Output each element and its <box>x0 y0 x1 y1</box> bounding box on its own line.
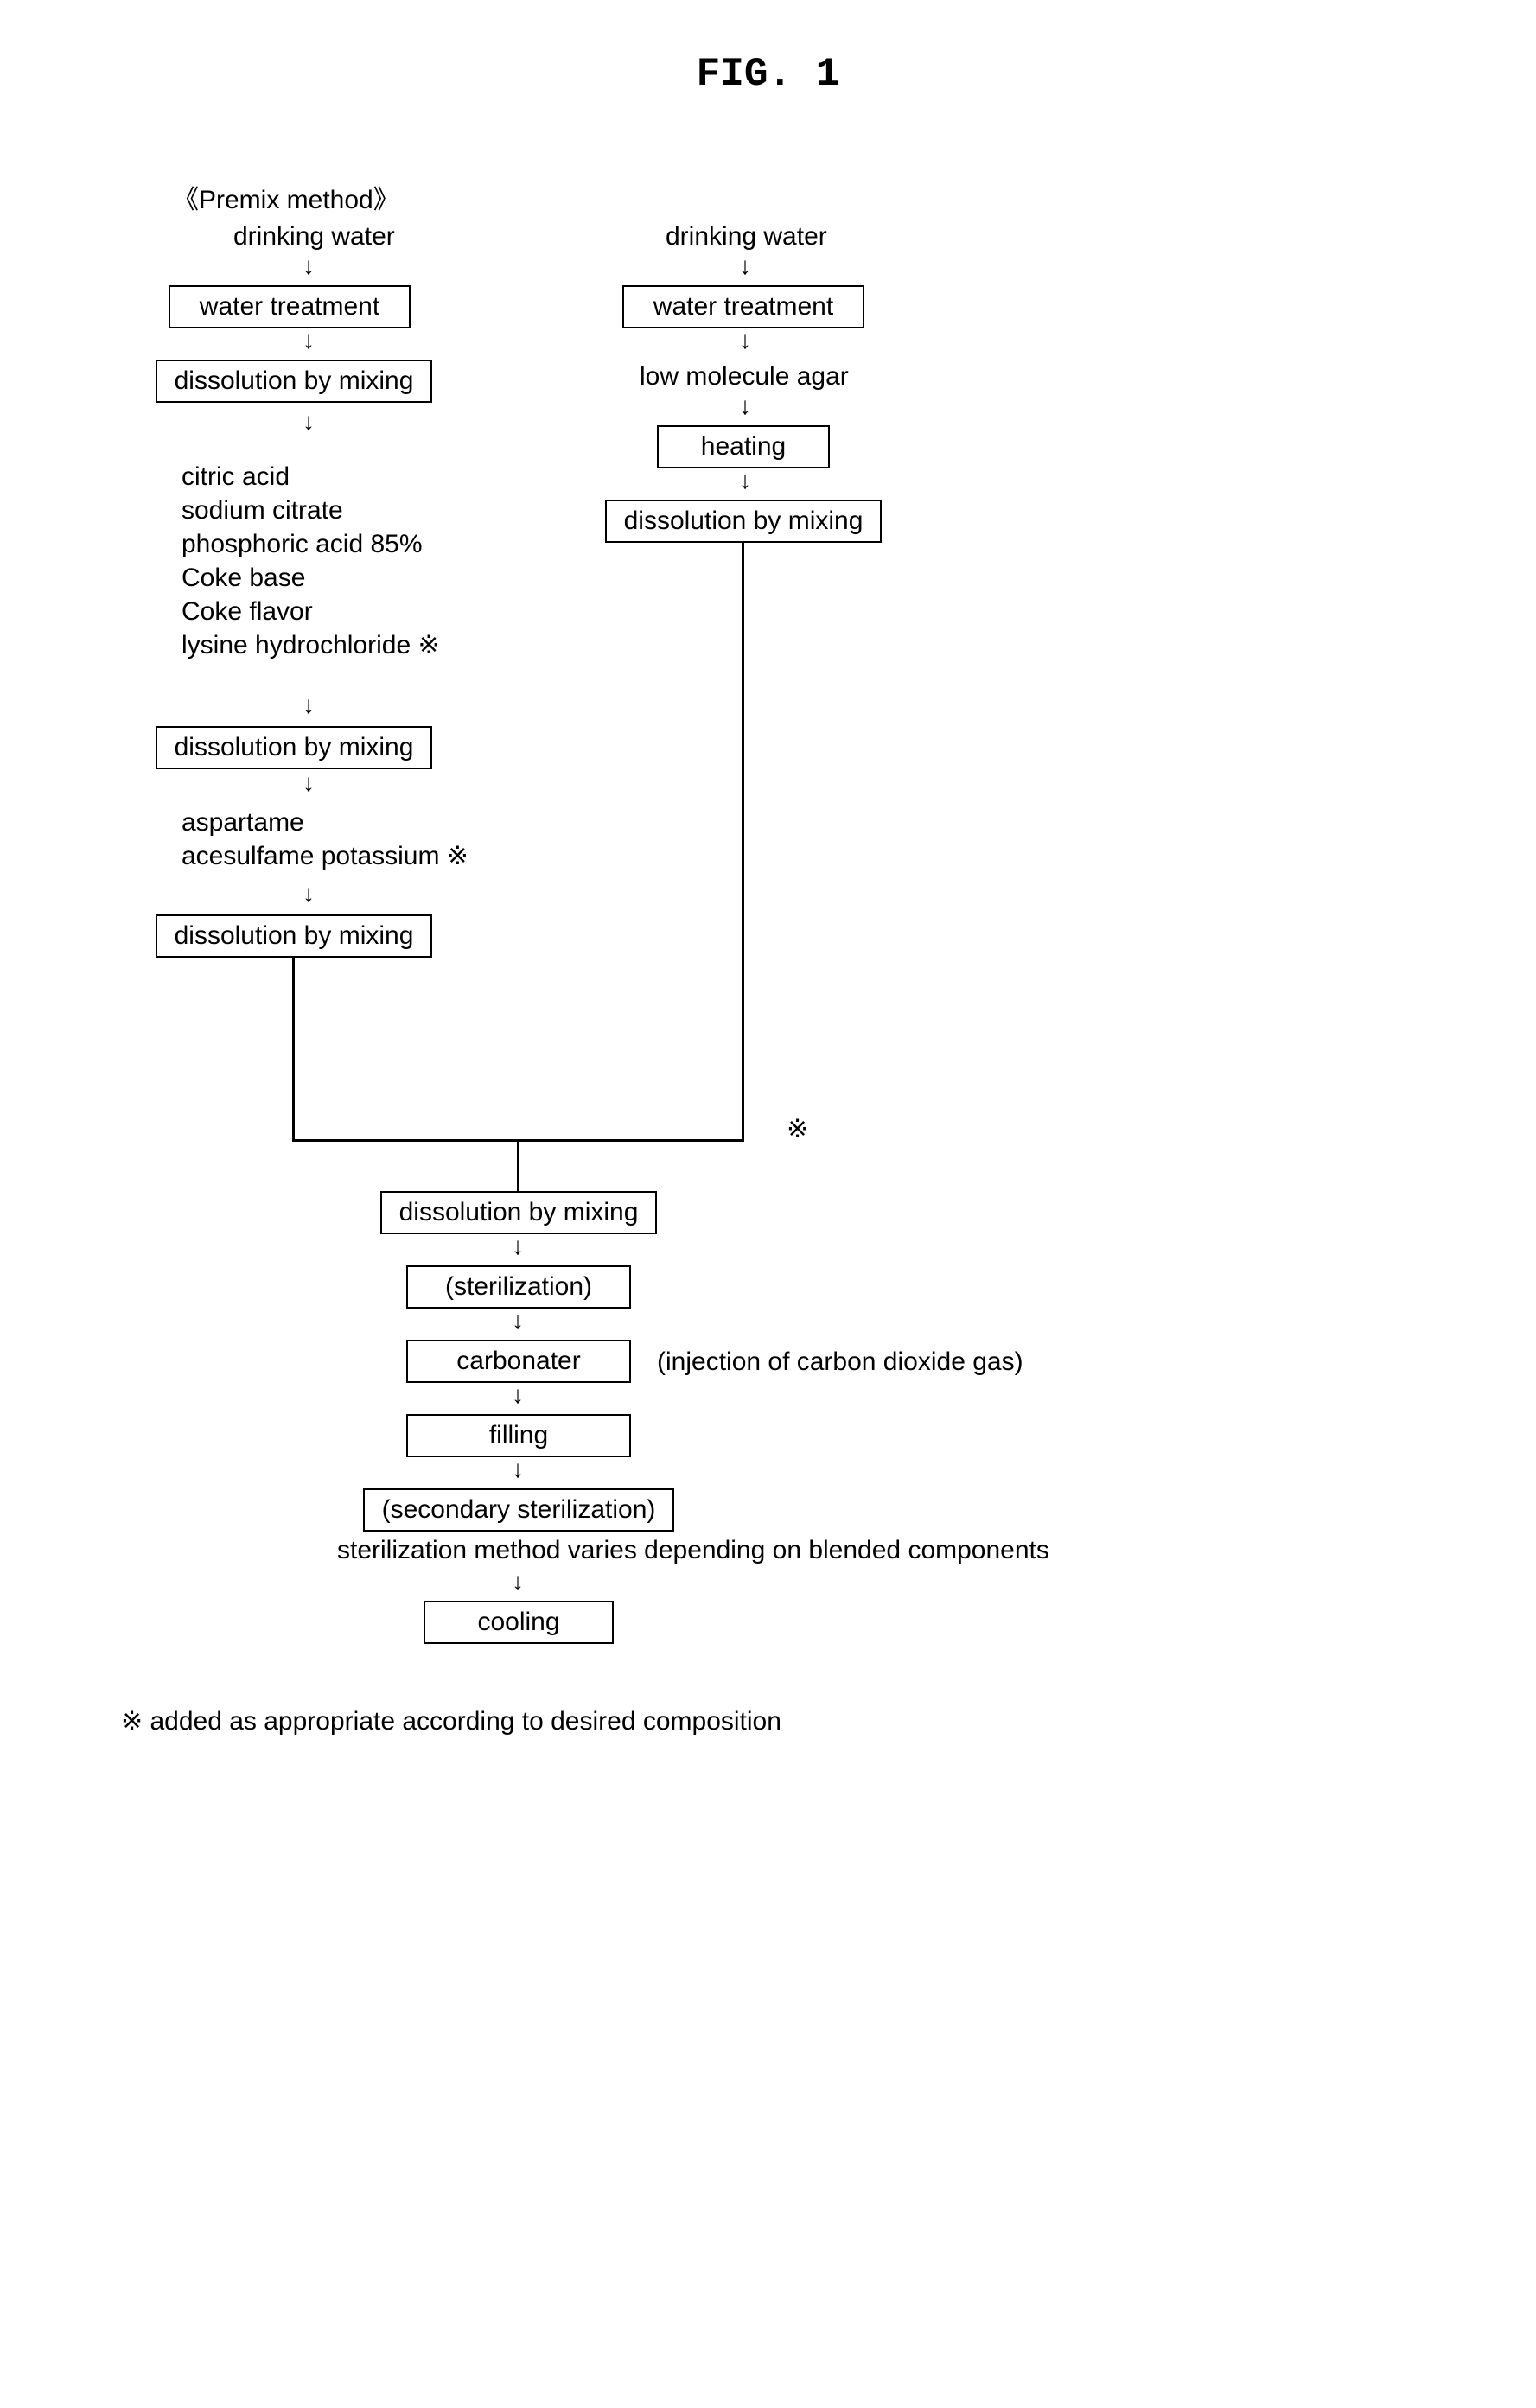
bottom-sterilization: (sterilization) <box>406 1265 631 1309</box>
arrow: ↓ <box>512 1309 524 1333</box>
right-step-heating: heating <box>657 425 830 468</box>
bottom-filling: filling <box>406 1414 631 1457</box>
connector-line <box>742 543 744 1141</box>
left-step-water-treatment: water treatment <box>169 285 411 328</box>
merge-footnote-mark: ※ <box>787 1112 808 1146</box>
arrow: ↓ <box>303 771 315 795</box>
bottom-secondary-sterilization: (secondary sterilization) <box>363 1488 674 1532</box>
carbonater-note: (injection of carbon dioxide gas) <box>657 1345 1023 1379</box>
left-step-dissolution-3: dissolution by mixing <box>156 914 432 958</box>
arrow: ↓ <box>739 394 751 418</box>
arrow: ↓ <box>739 328 751 353</box>
bottom-cooling: cooling <box>424 1601 614 1644</box>
footnote: ※ added as appropriate according to desi… <box>121 1704 781 1738</box>
left-step-dissolution-1: dissolution by mixing <box>156 360 432 403</box>
arrow: ↓ <box>303 328 315 353</box>
left-step-dissolution-2: dissolution by mixing <box>156 726 432 769</box>
arrow: ↓ <box>303 882 315 906</box>
flowchart: 《Premix method》 drinking water ↓ water t… <box>69 183 1467 2258</box>
arrow: ↓ <box>512 1234 524 1258</box>
arrow: ↓ <box>303 254 315 278</box>
right-step-water-treatment: water treatment <box>622 285 864 328</box>
right-start: drinking water <box>666 220 827 253</box>
left-ingredients-2: aspartame acesulfame potassium ※ <box>182 806 468 873</box>
left-ingredients-1: citric acid sodium citrate phosphoric ac… <box>182 460 440 662</box>
right-step-dissolution: dissolution by mixing <box>605 500 882 543</box>
connector-line <box>292 958 295 1141</box>
bottom-carbonater: carbonater <box>406 1340 631 1383</box>
arrow: ↓ <box>512 1383 524 1407</box>
arrow: ↓ <box>303 693 315 717</box>
arrow: ↓ <box>512 1570 524 1594</box>
premix-header: 《Premix method》 <box>173 183 399 217</box>
arrow: ↓ <box>739 468 751 493</box>
secondary-sterilization-note: sterilization method varies depending on… <box>337 1533 1049 1567</box>
figure-title: FIG. 1 <box>69 52 1467 97</box>
bottom-dissolution: dissolution by mixing <box>380 1191 657 1234</box>
connector-line <box>517 1139 519 1191</box>
right-ingredient: low molecule agar <box>640 360 849 393</box>
arrow: ↓ <box>739 254 751 278</box>
left-start: drinking water <box>233 220 395 253</box>
arrow: ↓ <box>303 410 315 434</box>
arrow: ↓ <box>512 1457 524 1481</box>
